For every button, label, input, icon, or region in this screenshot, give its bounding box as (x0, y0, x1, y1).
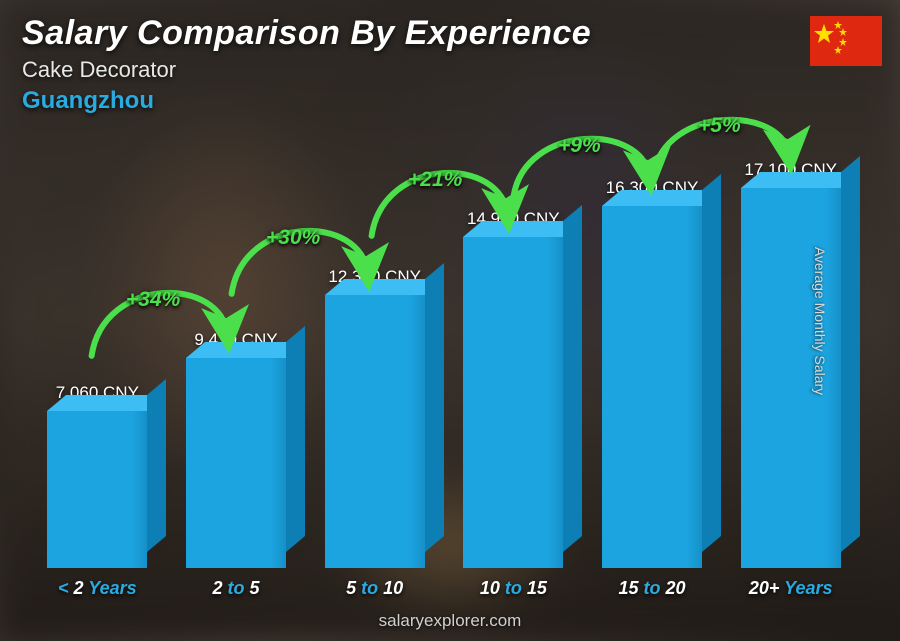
bar-group: 16,300 CNY15 to 20 (585, 178, 720, 599)
bar-front-face (47, 411, 147, 568)
bar-group: 9,470 CNY2 to 5 (169, 330, 304, 599)
bar-side-face (147, 379, 166, 552)
bar-x-label: < 2 Years (58, 578, 137, 599)
bar-3d (186, 358, 286, 568)
bar-x-label: 2 to 5 (212, 578, 259, 599)
bar-side-face (702, 174, 721, 552)
bar-group: 14,900 CNY10 to 15 (446, 209, 581, 599)
bar-side-face (286, 326, 305, 552)
chart-location: Guangzhou (22, 87, 591, 115)
bar-3d (47, 411, 147, 568)
bar-side-face (425, 263, 444, 552)
bar-front-face (325, 295, 425, 568)
bar-3d (463, 237, 563, 568)
bar-3d (602, 206, 702, 568)
bar-x-label: 10 to 15 (480, 578, 547, 599)
bar-front-face (463, 237, 563, 568)
site-watermark: salaryexplorer.com (379, 611, 522, 631)
chart-subtitle: Cake Decorator (22, 57, 591, 83)
chart-title: Salary Comparison By Experience (22, 14, 591, 53)
bar-group: 12,300 CNY5 to 10 (307, 267, 442, 599)
y-axis-label: Average Monthly Salary (812, 246, 828, 394)
bar-x-label: 20+ Years (749, 578, 833, 599)
bar-group: 7,060 CNY< 2 Years (30, 383, 165, 599)
bar-x-label: 5 to 10 (346, 578, 403, 599)
bar-side-face (563, 205, 582, 552)
bar-side-face (841, 156, 860, 552)
header: Salary Comparison By Experience Cake Dec… (22, 14, 591, 115)
bar-chart: 7,060 CNY< 2 Years9,470 CNY2 to 512,300 … (28, 79, 860, 599)
bar-group: 17,100 CNY20+ Years (723, 160, 858, 599)
bar-front-face (602, 206, 702, 568)
flag-icon (810, 16, 882, 66)
bar-x-label: 15 to 20 (618, 578, 685, 599)
bar-front-face (186, 358, 286, 568)
bar-3d (325, 295, 425, 568)
